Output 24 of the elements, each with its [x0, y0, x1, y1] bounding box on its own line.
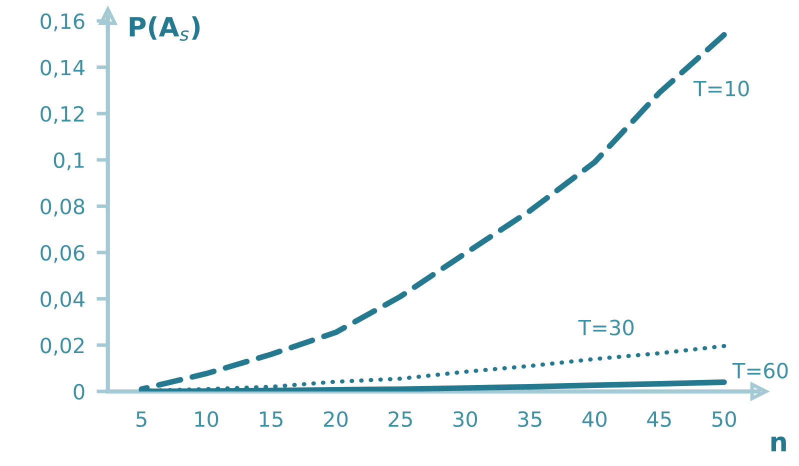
y-tick-label: 0,06 — [40, 244, 84, 263]
y-tick-label: 0,02 — [40, 338, 84, 356]
y-tick-label: 0 — [74, 384, 84, 400]
y-tick-label: 0,16 — [40, 13, 84, 32]
x-tick-label: 25 — [388, 411, 412, 428]
x-tick-label: 5 — [136, 412, 146, 428]
y-tick-label: 0,14 — [40, 60, 84, 78]
series-label: T=10 — [693, 80, 749, 96]
x-tick-label: 20 — [324, 411, 348, 428]
series-label: T=60 — [732, 362, 788, 378]
y-axis-title: P(A$_{s}$) — [130, 16, 200, 41]
x-tick-label: 30 — [454, 411, 478, 428]
x-axis-title: n — [771, 436, 786, 452]
x-tick-label: 35 — [518, 411, 542, 428]
x-tick-label: 45 — [647, 412, 671, 428]
x-tick-label: 15 — [260, 412, 282, 428]
y-tick-label: 0,08 — [40, 198, 84, 217]
x-tick-label: 40 — [582, 411, 607, 428]
y-tick-label: 0,1 — [54, 152, 84, 170]
series-label: T=30 — [578, 320, 634, 336]
x-tick-label: 10 — [195, 411, 218, 428]
y-tick-label: 0,12 — [40, 106, 84, 124]
x-tick-label: 50 — [712, 411, 736, 428]
y-tick-label: 0,04 — [40, 291, 84, 310]
